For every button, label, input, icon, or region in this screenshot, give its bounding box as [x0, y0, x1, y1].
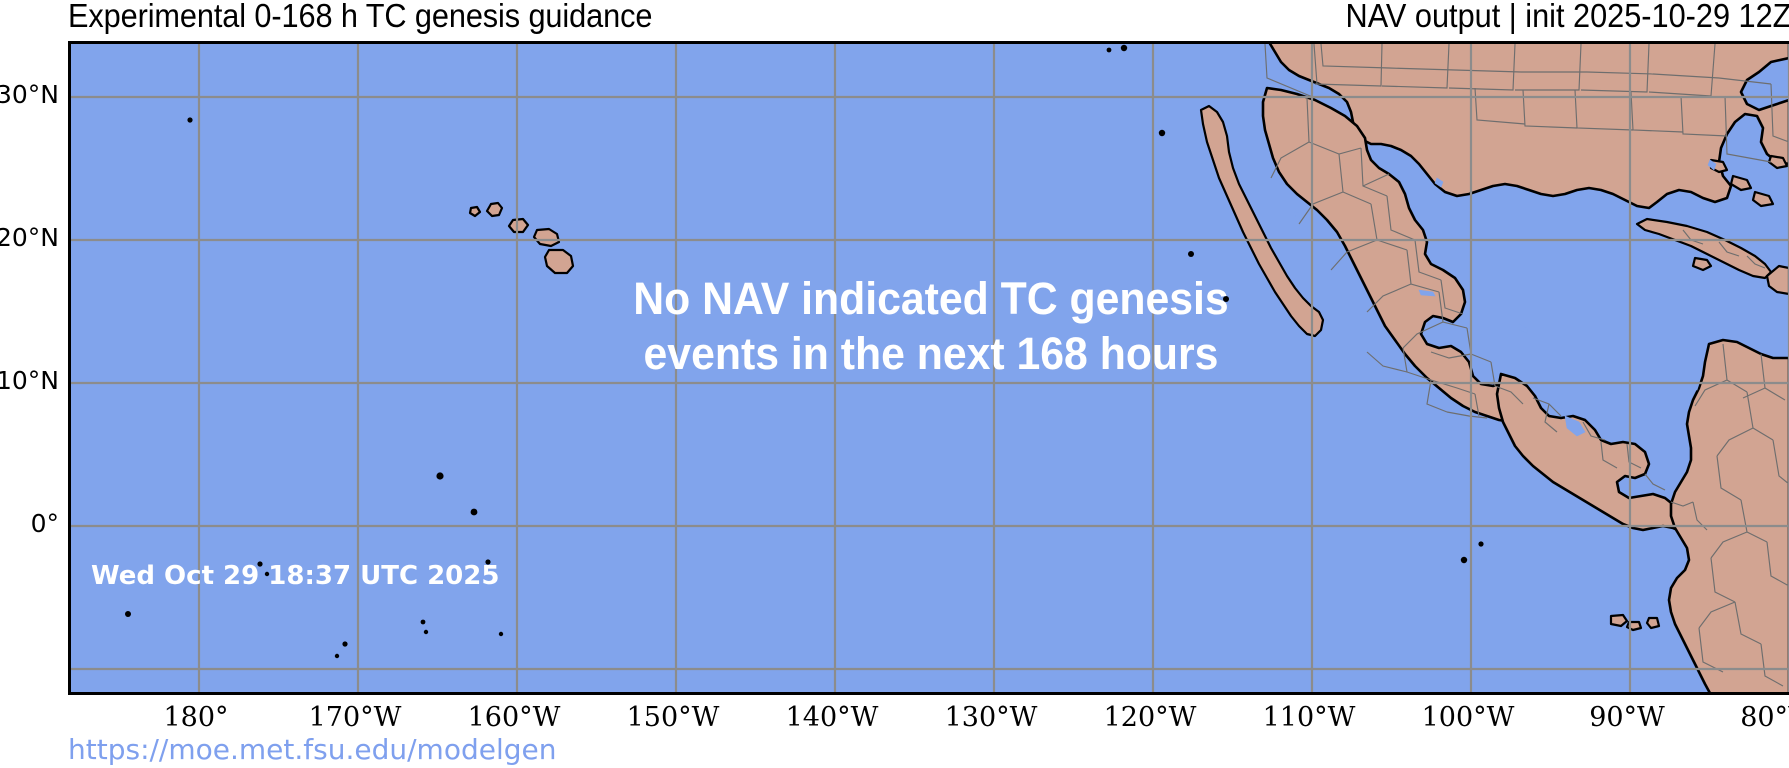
x-tick-label-100W: 100°W [1421, 702, 1515, 733]
southern-line-dot [420, 619, 426, 625]
guadalupe-island [1158, 129, 1166, 137]
x-tick-label-170W: 170°W [308, 702, 402, 733]
kiritimati-dot [470, 508, 478, 516]
bahamas-3 [1751, 190, 1775, 208]
lake-izabal [1518, 323, 1528, 334]
malpelo-dot [1478, 541, 1484, 547]
palmyra-dot [436, 472, 444, 480]
page-title: Experimental 0-168 h TC genesis guidance [68, 0, 653, 34]
southern-line-dot2 [423, 629, 429, 635]
midway-dot [187, 117, 193, 123]
model-init-label: NAV output | init 2025-10-29 12Z [1345, 0, 1789, 34]
baja-california [1199, 104, 1325, 338]
no-genesis-message: No NAV indicated TC genesis events in th… [494, 271, 1368, 381]
channel-island-dot [1120, 44, 1128, 52]
y-tick-label-0: 0° [30, 509, 59, 538]
x-tick-label-90W: 90°W [1589, 702, 1665, 733]
x-tick-label-180: 180° [163, 702, 229, 733]
administrative-boundaries [1264, 44, 1789, 687]
x-tick-label-150W: 150°W [626, 702, 720, 733]
x-tick-label-130W: 130°W [944, 702, 1038, 733]
mexico-reservoir [1294, 211, 1305, 219]
lake-nicaragua [1564, 415, 1586, 437]
galapagos-isabela [1609, 613, 1629, 628]
phoenix-dot2 [334, 653, 340, 659]
falcon-reservoir [1434, 177, 1444, 188]
bahamas-2 [1729, 174, 1753, 192]
no-genesis-message-line1: No NAV indicated TC genesis [633, 273, 1229, 324]
phoenix-dot [342, 641, 348, 647]
hispaniola [1765, 264, 1789, 296]
inland-water [1294, 159, 1717, 437]
howland-dot [257, 561, 263, 567]
y-tick-label-10N: 10°N [0, 366, 59, 395]
nauru-dot [125, 611, 131, 617]
lat-lon-gridlines [71, 44, 1789, 692]
world-map-svg: .land{fill:#d2a492;stroke:#000;stroke-wi… [71, 44, 1789, 692]
x-tick-label-140W: 140°W [785, 702, 879, 733]
jamaica [1691, 256, 1713, 272]
cuba [1635, 217, 1773, 280]
south-america-northwest [1667, 338, 1789, 692]
y-tick-label-30N: 30°N [0, 80, 59, 109]
x-tick-label-110W: 110°W [1262, 702, 1356, 733]
y-tick-label-20N: 20°N [0, 223, 59, 252]
hawaii-niihau [468, 205, 482, 218]
southern-line-dot3 [498, 631, 504, 637]
no-genesis-message-line2: events in the next 168 hours [643, 328, 1219, 379]
hawaii-maui [532, 227, 561, 248]
header-bar: Experimental 0-168 h TC genesis guidance… [0, 0, 1789, 41]
isla-socorro [1188, 251, 1194, 257]
cocos-island [1460, 556, 1468, 564]
hawaii-kauai [485, 201, 504, 218]
channel-island-dot2 [1106, 47, 1112, 53]
lake-okeechobee [1707, 159, 1717, 171]
galapagos-sancristobal [1645, 616, 1661, 630]
clarion-dot [1223, 296, 1229, 302]
timestamp-label: Wed Oct 29 18:37 UTC 2025 [91, 561, 500, 591]
bahamas-4 [1767, 154, 1789, 170]
source-url-link[interactable]: https://moe.met.fsu.edu/modelgen [68, 733, 557, 766]
hawaii-oahu [507, 217, 530, 234]
x-tick-label-160W: 160°W [467, 702, 561, 733]
starbuck-dot [485, 559, 491, 565]
x-tick-label-80W: 80°W [1740, 702, 1789, 733]
hawaii-bigisland [543, 248, 575, 275]
map-plot-area[interactable]: .land{fill:#d2a492;stroke:#000;stroke-wi… [68, 41, 1789, 695]
lake-chapala [1418, 289, 1436, 297]
baker-dot [264, 571, 270, 577]
x-tick-label-120W: 120°W [1103, 702, 1197, 733]
